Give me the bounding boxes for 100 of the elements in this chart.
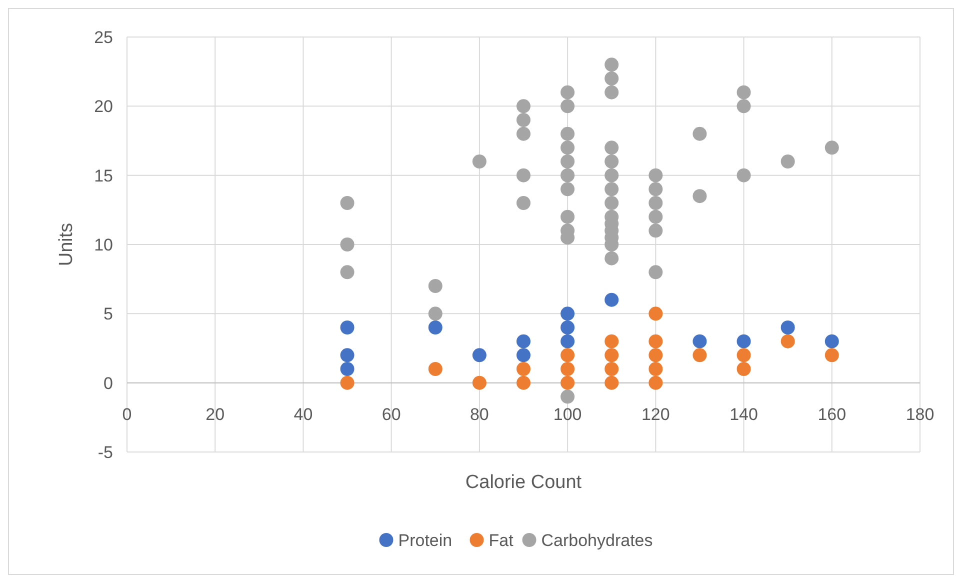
point [340, 376, 354, 390]
point [516, 126, 530, 141]
point [560, 140, 575, 155]
point [604, 251, 619, 266]
point [340, 265, 354, 280]
point [604, 196, 619, 210]
point [604, 58, 619, 72]
point [560, 99, 575, 114]
point [648, 348, 663, 362]
point [560, 306, 575, 321]
y-tick-label: 0 [104, 374, 113, 393]
point [340, 348, 354, 362]
y-tick-label: 20 [94, 97, 113, 116]
legend-label: Fat [488, 531, 514, 550]
point [780, 334, 795, 348]
point [648, 196, 663, 210]
point [560, 168, 575, 182]
point [648, 306, 663, 321]
point [604, 292, 619, 307]
point [516, 113, 530, 127]
point [648, 210, 663, 224]
point [560, 210, 575, 224]
point [516, 348, 530, 362]
legend-label: Protein [398, 531, 452, 550]
point [516, 362, 530, 376]
point [824, 334, 839, 348]
point [560, 85, 575, 100]
point [560, 348, 575, 362]
point [824, 348, 839, 362]
point [736, 168, 751, 182]
point [824, 140, 839, 155]
point [472, 348, 486, 362]
point [692, 126, 707, 141]
y-tick-label: 15 [94, 166, 113, 186]
point [604, 154, 619, 168]
y-axis-title: Units [56, 222, 77, 266]
point [648, 334, 663, 348]
point [604, 168, 619, 182]
point [736, 348, 751, 362]
y-tick-label: 5 [104, 304, 113, 324]
point [780, 320, 795, 334]
point [648, 376, 663, 390]
point [516, 334, 530, 348]
point [692, 348, 707, 362]
point [340, 320, 354, 334]
point [736, 334, 751, 348]
point [340, 196, 354, 210]
point [340, 238, 354, 252]
point [604, 182, 619, 196]
point [472, 376, 486, 390]
point [648, 362, 663, 376]
x-tick-label: 80 [470, 404, 489, 424]
point [692, 189, 707, 204]
point [428, 279, 442, 293]
x-tick-label: 180 [906, 404, 934, 424]
point [560, 126, 575, 141]
point [736, 99, 751, 114]
y-tick-label: 10 [94, 236, 113, 254]
point [604, 376, 619, 390]
x-tick-label: 0 [122, 404, 132, 424]
point [736, 362, 751, 376]
point [340, 362, 354, 376]
point [648, 168, 663, 182]
point [604, 72, 619, 86]
point [604, 85, 619, 100]
x-axis-title: Calorie Count [465, 472, 582, 493]
x-tick-label: 20 [206, 404, 225, 424]
x-tick-label: 40 [294, 404, 313, 424]
x-tick-label: 60 [382, 404, 401, 424]
point [516, 99, 530, 114]
y-tick-label: -5 [98, 443, 113, 462]
point [604, 334, 619, 348]
point [428, 362, 442, 376]
point [604, 362, 619, 376]
point [648, 182, 663, 196]
point [516, 376, 530, 390]
point [648, 224, 663, 238]
point [516, 168, 530, 182]
point [516, 196, 530, 210]
point [560, 390, 575, 404]
point [428, 306, 442, 321]
point [560, 154, 575, 168]
point [692, 334, 707, 348]
legend-label: Carbohydrates [541, 531, 653, 550]
point [560, 362, 575, 376]
point [560, 182, 575, 196]
x-tick-label: 160 [818, 404, 846, 424]
point [648, 265, 663, 280]
point [604, 140, 619, 155]
point [560, 320, 575, 334]
point [560, 334, 575, 348]
point [428, 320, 442, 334]
point [560, 376, 575, 390]
x-tick-label: 100 [553, 404, 582, 424]
x-tick-label: 140 [730, 404, 758, 424]
point [472, 154, 486, 168]
point [736, 85, 751, 100]
point [780, 154, 795, 168]
point [604, 348, 619, 362]
y-tick-label: 25 [94, 28, 113, 47]
